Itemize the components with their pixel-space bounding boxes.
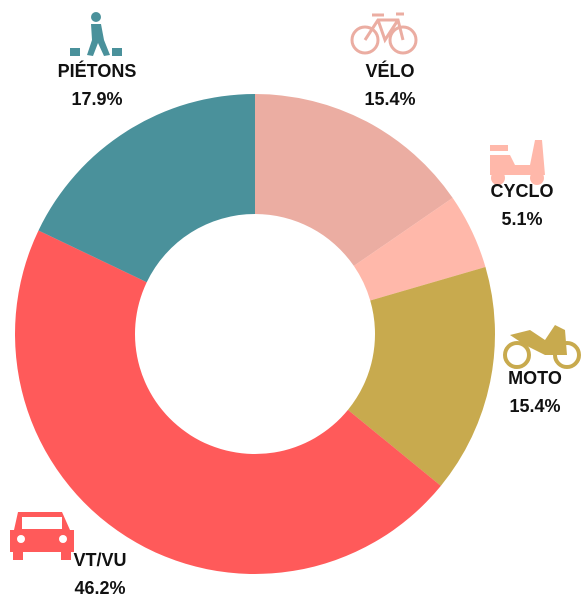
value-label: 15.4% (364, 89, 415, 109)
car-icon (10, 512, 74, 560)
donut-slice (255, 94, 453, 266)
value-label: 15.4% (509, 396, 560, 416)
donut-slice (353, 197, 486, 301)
donut-slice (38, 94, 255, 283)
donut-slice (14, 230, 441, 575)
motorcycle-icon (503, 325, 581, 369)
category-label: VT/VU (73, 550, 126, 570)
category-label: VÉLO (365, 60, 414, 81)
value-label: 46.2% (74, 578, 125, 598)
value-label: 17.9% (71, 89, 122, 109)
scooter-icon (490, 140, 545, 185)
category-label: CYCLO (491, 181, 554, 201)
donut-slice (347, 267, 495, 486)
category-label: MOTO (508, 368, 562, 388)
bike-icon (350, 12, 418, 55)
pedestrian-icon (70, 12, 122, 56)
value-label: 5.1% (501, 209, 542, 229)
category-label: PIÉTONS (58, 60, 137, 81)
